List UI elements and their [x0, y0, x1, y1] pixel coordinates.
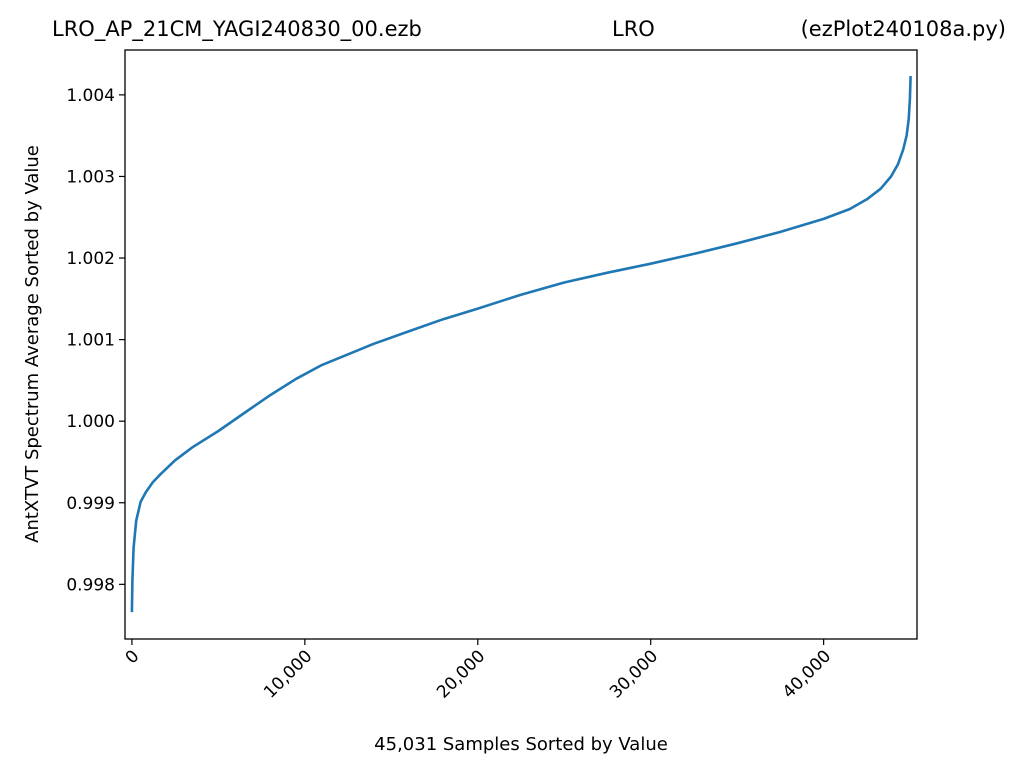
y-tick-label: 0.998 — [66, 575, 115, 595]
site-title: LRO — [612, 17, 655, 41]
file-title: LRO_AP_21CM_YAGI240830_00.ezb — [52, 17, 422, 42]
script-title: (ezPlot240108a.py) — [801, 17, 1006, 41]
y-tick-label: 1.002 — [66, 249, 115, 269]
x-tick-label: 10,000 — [260, 646, 316, 702]
plot-series — [130, 76, 912, 613]
y-tick-label: 1.004 — [66, 86, 115, 106]
x-tick-label: 0 — [122, 646, 144, 668]
x-tick-label: 30,000 — [606, 646, 662, 702]
y-tick-label: 1.000 — [66, 412, 115, 432]
y-tick-label: 0.999 — [66, 494, 115, 514]
x-tick-label: 40,000 — [779, 646, 835, 702]
x-tick-label: 20,000 — [433, 646, 489, 702]
y-axis-ticks: 0.998 0.999 1.000 1.001 1.002 1.003 1.004 — [66, 86, 125, 595]
x-axis-label: 45,031 Samples Sorted by Value — [374, 734, 668, 755]
plot-frame — [124, 49, 918, 640]
x-axis-ticks: 0 10,000 20,000 30,000 40,000 — [122, 639, 835, 703]
series-line-0 — [130, 76, 912, 613]
y-tick-label: 1.003 — [66, 167, 115, 187]
y-axis-label: AntXTVT Spectrum Average Sorted by Value — [22, 145, 43, 543]
y-tick-label: 1.001 — [66, 331, 115, 351]
